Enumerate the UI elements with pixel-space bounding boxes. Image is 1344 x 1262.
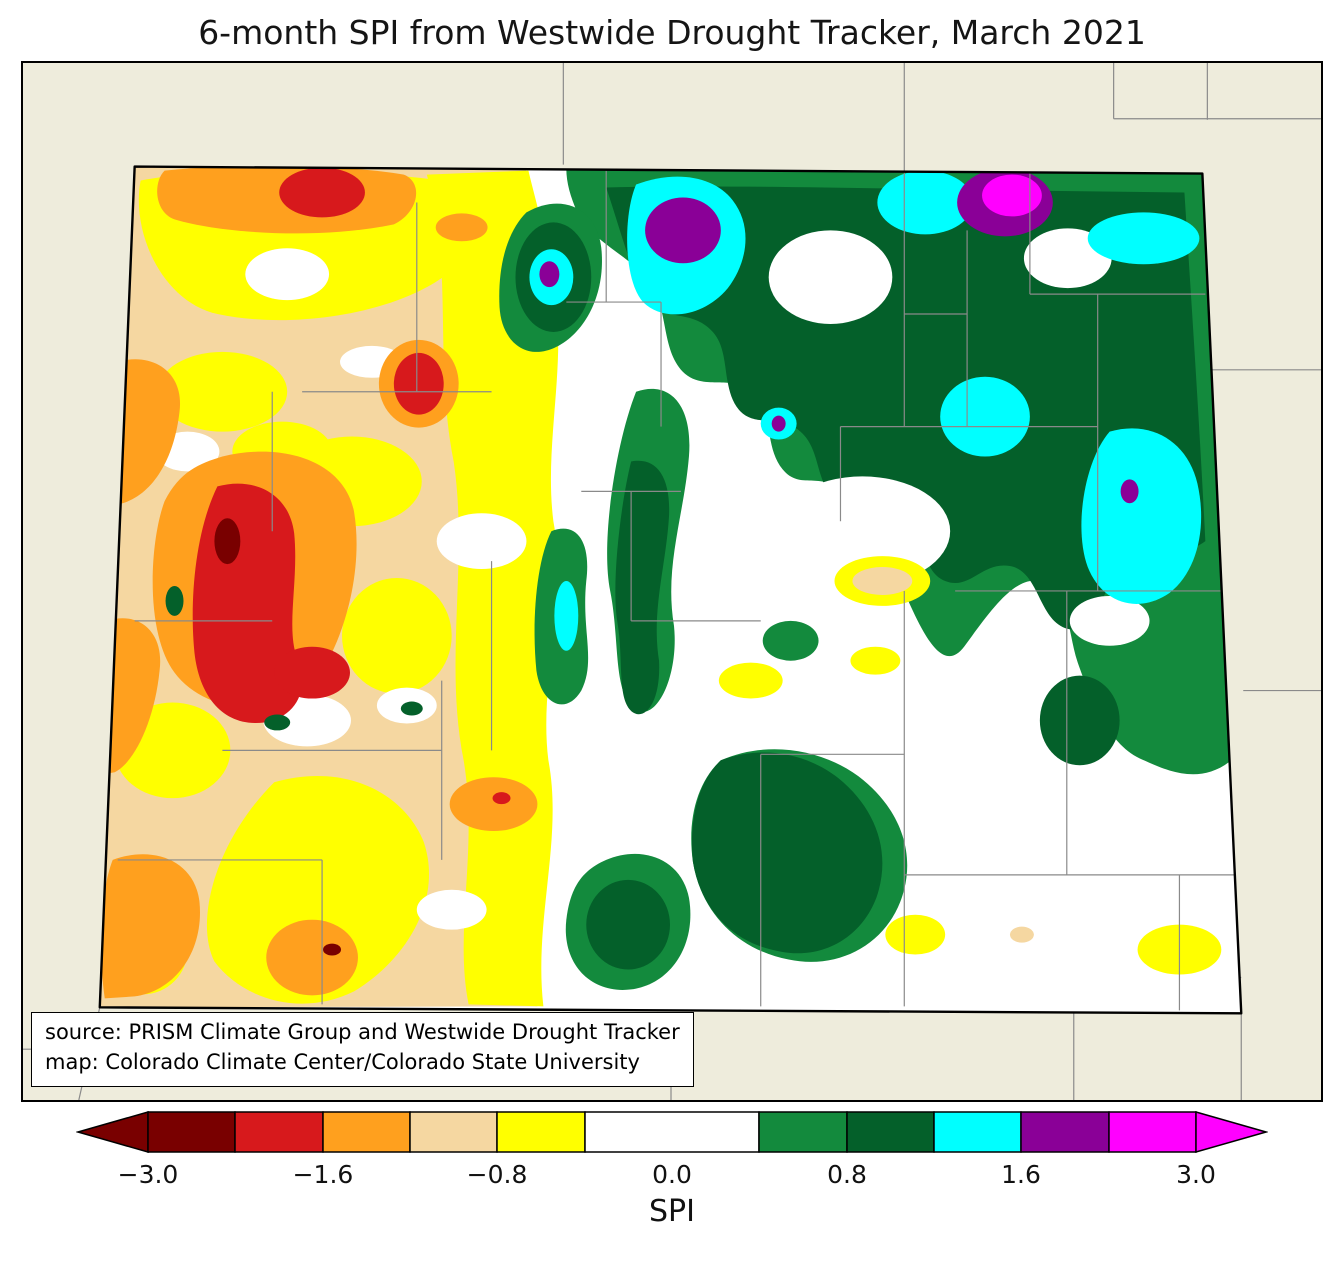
source-box: source: PRISM Climate Group and Westwide… bbox=[31, 1012, 694, 1087]
colorbar-tick-label: −0.8 bbox=[466, 1160, 528, 1189]
wettest-spot-magenta bbox=[982, 174, 1042, 217]
colorbar-segment-yellow bbox=[496, 1111, 586, 1153]
colorbar-ticks: −3.0 −1.6 −0.8 0.0 0.8 1.6 3.0 bbox=[76, 1158, 1268, 1192]
colorbar-segment-magenta bbox=[1108, 1111, 1197, 1153]
colorbar-extend-left bbox=[75, 1111, 149, 1153]
colorbar-tick-label: −1.6 bbox=[292, 1160, 354, 1189]
colorbar-segment-green bbox=[758, 1111, 848, 1153]
spi-fill-layers bbox=[99, 166, 1242, 1014]
colorbar-segment-purple bbox=[1020, 1111, 1110, 1153]
colorbar-tick-label: 0.8 bbox=[827, 1160, 867, 1189]
colorbar-segment-cyan bbox=[933, 1111, 1022, 1153]
figure-title: 6-month SPI from Westwide Drought Tracke… bbox=[198, 13, 1146, 52]
county-lines bbox=[117, 170, 1242, 1011]
colorado-spi-map bbox=[23, 63, 1321, 1100]
source-line: source: PRISM Climate Group and Westwide… bbox=[45, 1020, 680, 1045]
colorbar-tick-label: 0.0 bbox=[652, 1160, 692, 1189]
colorbar-axis-label: SPI bbox=[649, 1194, 695, 1229]
wet-region-east bbox=[499, 168, 1232, 990]
colorbar-segment-maroon bbox=[147, 1111, 236, 1153]
colorbar-segment-orange bbox=[322, 1111, 411, 1153]
colorbar-segment-red bbox=[234, 1111, 324, 1153]
colorbar-segment-white bbox=[584, 1111, 760, 1153]
colorbar-segment-darkgreen bbox=[846, 1111, 935, 1153]
state-border-colorado bbox=[98, 165, 1243, 1015]
map-frame: source: PRISM Climate Group and Westwide… bbox=[21, 61, 1323, 1102]
drought-region-west bbox=[99, 166, 559, 1008]
colorbar-tick-label: 1.6 bbox=[1001, 1160, 1041, 1189]
colorbar: −3.0 −1.6 −0.8 0.0 0.8 1.6 3.0 bbox=[75, 1110, 1269, 1192]
colorbar-scale bbox=[75, 1111, 1269, 1153]
colorbar-segment-tan bbox=[409, 1111, 498, 1153]
colorbar-tick-label: 3.0 bbox=[1176, 1160, 1216, 1189]
map-credit-line: map: Colorado Climate Center/Colorado St… bbox=[45, 1050, 640, 1075]
colorbar-extend-right bbox=[1195, 1111, 1269, 1153]
colorbar-tick-label: −3.0 bbox=[117, 1160, 179, 1189]
